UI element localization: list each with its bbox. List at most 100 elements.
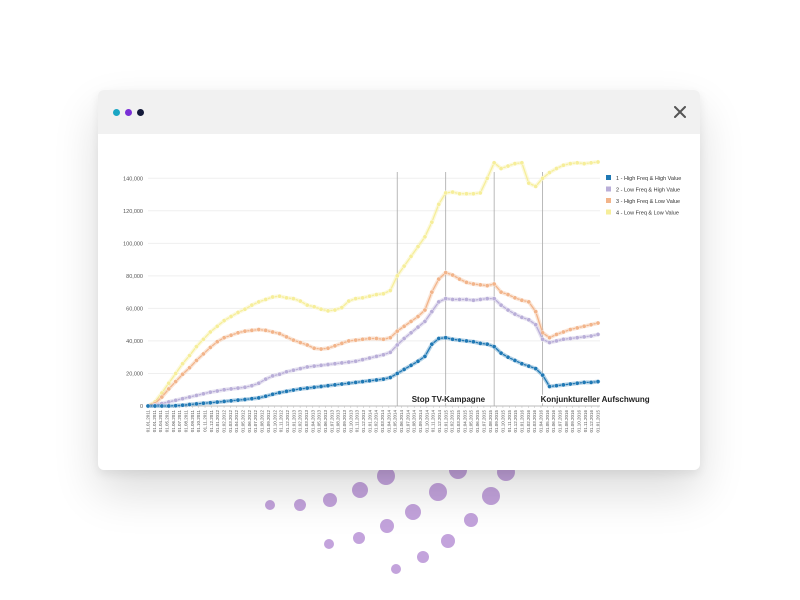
window-dot-navy[interactable] bbox=[137, 109, 144, 116]
data-point bbox=[533, 366, 538, 371]
data-point bbox=[346, 359, 352, 365]
data-point bbox=[346, 338, 352, 344]
x-tick-label: 01.01.2013 bbox=[291, 410, 296, 433]
data-point bbox=[388, 350, 393, 355]
data-point bbox=[235, 397, 241, 403]
x-tick-label: 01.06.2016 bbox=[551, 410, 556, 433]
data-point bbox=[533, 184, 538, 189]
close-button[interactable] bbox=[670, 102, 690, 122]
data-point bbox=[325, 345, 331, 351]
data-point bbox=[208, 400, 213, 406]
data-point bbox=[152, 403, 158, 409]
legend-swatch bbox=[606, 186, 611, 192]
data-point bbox=[519, 315, 525, 320]
data-point bbox=[187, 394, 192, 400]
data-point bbox=[388, 375, 393, 380]
data-point bbox=[242, 397, 248, 402]
data-point bbox=[270, 373, 275, 379]
data-point bbox=[533, 309, 538, 314]
legend-label: 2 - Low Freq & High Value bbox=[616, 187, 680, 193]
data-point bbox=[194, 393, 199, 398]
data-point bbox=[471, 281, 476, 287]
data-point bbox=[491, 296, 497, 301]
data-point bbox=[249, 328, 255, 333]
x-tick-label: 01.02.2013 bbox=[298, 410, 303, 433]
data-point bbox=[436, 276, 442, 282]
data-point bbox=[588, 322, 594, 327]
data-point bbox=[304, 385, 310, 391]
data-point bbox=[581, 323, 587, 329]
y-tick-label: 100,000 bbox=[123, 241, 143, 247]
data-point bbox=[249, 396, 255, 401]
x-tick-label: 01.10.2014 bbox=[424, 410, 429, 433]
data-point bbox=[547, 335, 552, 340]
data-point bbox=[519, 160, 525, 166]
series-line-halo bbox=[148, 335, 599, 408]
data-point bbox=[263, 393, 268, 399]
data-point bbox=[401, 263, 407, 269]
annotation-label: Konjunktureller Aufschwung bbox=[541, 395, 650, 404]
deco-dot bbox=[380, 519, 394, 533]
data-point bbox=[221, 387, 227, 393]
y-tick-label: 0 bbox=[140, 404, 143, 410]
x-tick-label: 01.11.2015 bbox=[507, 410, 512, 433]
x-tick-label: 01.12.2014 bbox=[437, 410, 442, 433]
data-point bbox=[429, 289, 435, 295]
data-point bbox=[498, 302, 504, 308]
data-point bbox=[464, 280, 469, 285]
x-tick-label: 01.07.2015 bbox=[481, 410, 486, 433]
data-point bbox=[429, 219, 435, 225]
data-point bbox=[457, 297, 462, 302]
data-point bbox=[263, 376, 268, 382]
x-tick-label: 01.08.2012 bbox=[260, 410, 265, 433]
data-point bbox=[491, 160, 497, 166]
data-point bbox=[561, 337, 566, 342]
data-point bbox=[214, 323, 220, 329]
data-point bbox=[221, 318, 227, 323]
data-point bbox=[526, 317, 532, 323]
x-tick-label: 01.10.2011 bbox=[196, 410, 201, 433]
window-titlebar bbox=[98, 90, 700, 134]
data-point bbox=[478, 341, 483, 346]
x-tick-label: 01.04.2014 bbox=[386, 410, 391, 433]
data-point bbox=[228, 386, 234, 392]
data-point bbox=[512, 358, 518, 363]
data-point bbox=[159, 403, 165, 409]
data-point bbox=[166, 380, 172, 386]
x-tick-label: 01.09.2013 bbox=[342, 410, 347, 433]
data-point bbox=[353, 358, 358, 364]
data-point bbox=[277, 371, 282, 377]
x-tick-label: 01.03.2014 bbox=[380, 410, 385, 433]
data-point bbox=[325, 383, 331, 388]
data-point bbox=[208, 389, 213, 395]
data-point bbox=[180, 396, 185, 401]
data-point bbox=[228, 398, 234, 404]
data-point bbox=[284, 369, 289, 375]
data-point bbox=[498, 289, 504, 295]
data-point bbox=[187, 402, 192, 407]
data-point bbox=[194, 358, 199, 363]
x-tick-label: 01.10.2012 bbox=[272, 410, 277, 433]
data-point bbox=[242, 306, 248, 312]
x-tick-label: 01.09.2015 bbox=[494, 410, 499, 433]
data-point bbox=[339, 381, 345, 387]
data-point bbox=[256, 395, 262, 401]
window-dot-cyan[interactable] bbox=[113, 109, 120, 116]
data-point bbox=[367, 336, 372, 341]
data-point bbox=[374, 377, 379, 383]
window-dot-purple[interactable] bbox=[125, 109, 132, 116]
x-tick-label: 01.04.2013 bbox=[310, 410, 315, 433]
data-point bbox=[311, 304, 317, 310]
data-point bbox=[332, 382, 338, 388]
data-point bbox=[429, 309, 435, 314]
data-point bbox=[450, 272, 455, 278]
data-point bbox=[457, 276, 462, 282]
x-tick-label: 01.01.2012 bbox=[215, 410, 220, 433]
x-tick-label: 01.05.2014 bbox=[393, 410, 398, 433]
x-tick-label: 01.01.2014 bbox=[367, 410, 372, 433]
deco-dot bbox=[417, 551, 429, 563]
data-point bbox=[291, 367, 296, 373]
data-point bbox=[360, 295, 365, 301]
data-point bbox=[554, 166, 559, 171]
x-tick-label: 01.08.2016 bbox=[564, 410, 569, 433]
